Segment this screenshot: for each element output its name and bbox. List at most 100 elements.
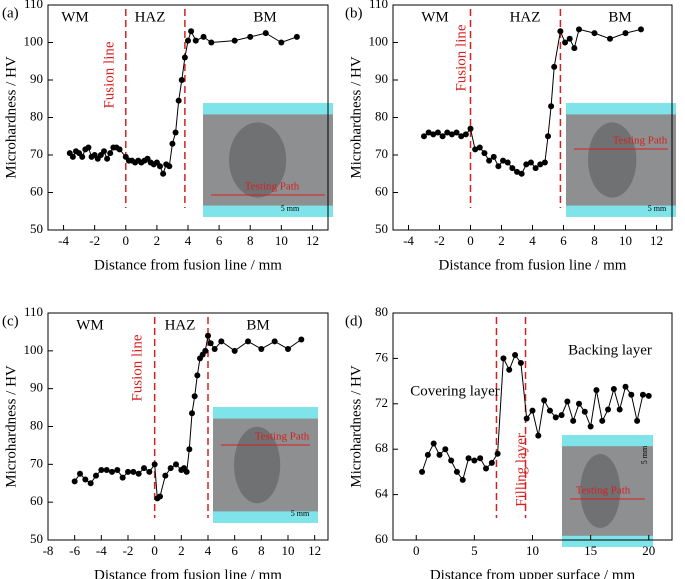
data-point — [185, 37, 191, 44]
x-tick-label: 8 — [247, 233, 254, 248]
data-point — [430, 440, 437, 447]
x-tick-label: -8 — [43, 543, 54, 558]
inset-weld — [580, 454, 621, 528]
data-point — [453, 468, 460, 475]
data-point — [135, 470, 142, 477]
data-point — [298, 336, 305, 343]
y-axis-label: Microhardness / HV — [348, 56, 364, 179]
data-point — [93, 472, 99, 479]
data-point — [183, 468, 190, 475]
data-point — [103, 467, 110, 474]
annotation: HAZ — [135, 9, 166, 25]
data-point — [523, 161, 530, 168]
data-point — [500, 157, 507, 164]
y-tick-label: 68 — [375, 440, 388, 455]
x-tick-label: 6 — [231, 543, 238, 558]
data-point — [192, 37, 199, 44]
annotation: Filling layer — [513, 433, 529, 507]
y-tick-label: 60 — [375, 183, 388, 198]
annotation: WM — [421, 9, 449, 25]
y-tick-label: 110 — [24, 0, 43, 11]
inset-scale: 5 mm — [281, 204, 300, 213]
y-axis-label: Microhardness / HV — [3, 56, 19, 179]
data-point — [439, 133, 446, 140]
y-tick-label: 72 — [375, 395, 388, 410]
y-tick-label: 110 — [369, 0, 388, 11]
data-point — [189, 410, 195, 417]
data-point — [202, 347, 209, 354]
data-point — [211, 345, 218, 352]
y-tick-label: 70 — [30, 455, 43, 470]
data-point — [167, 465, 174, 472]
y-tick-label: 60 — [30, 183, 43, 198]
y-tick-label: 50 — [30, 221, 43, 236]
x-tick-label: 2 — [178, 543, 185, 558]
data-point — [523, 415, 530, 422]
data-point — [448, 457, 455, 464]
data-point — [191, 393, 198, 400]
annotation: HAZ — [510, 9, 541, 25]
data-point — [481, 150, 488, 157]
x-axis-label: Distance from fusion line / mm — [439, 257, 627, 273]
inset-scale: 5 mm — [640, 445, 649, 464]
data-point — [71, 478, 78, 485]
data-point — [181, 54, 188, 61]
x-tick-label: 0 — [151, 543, 158, 558]
data-point — [512, 351, 519, 358]
data-point — [509, 165, 516, 172]
data-point — [564, 398, 571, 405]
inset-weld — [234, 426, 281, 504]
data-point — [157, 163, 163, 170]
x-tick-label: 0 — [123, 233, 130, 248]
inset-label: Testing Path — [255, 431, 310, 443]
data-point — [537, 161, 544, 168]
y-tick-label: 90 — [30, 380, 43, 395]
data-point — [504, 159, 511, 166]
data-point — [545, 133, 551, 140]
data-point — [166, 163, 173, 170]
data-point — [98, 467, 105, 474]
data-point — [205, 332, 211, 339]
data-point — [517, 359, 524, 366]
data-point — [459, 476, 466, 483]
data-point — [172, 129, 179, 136]
x-tick-label: 6 — [560, 233, 567, 248]
data-point — [82, 476, 89, 483]
x-tick-label: 10 — [282, 543, 295, 558]
data-point — [87, 480, 94, 487]
data-point — [639, 391, 646, 398]
data-point — [424, 451, 431, 458]
y-tick-label: 60 — [375, 531, 388, 546]
y-tick-label: 110 — [24, 304, 43, 319]
data-point — [208, 39, 215, 46]
data-point — [293, 33, 300, 40]
data-point — [160, 170, 167, 177]
data-point — [514, 168, 520, 175]
data-point — [551, 63, 558, 70]
data-point — [587, 423, 594, 430]
y-tick-label: 100 — [24, 33, 44, 48]
data-point — [186, 446, 193, 453]
data-point — [173, 461, 179, 468]
annotation: BM — [253, 9, 276, 25]
data-point — [566, 35, 573, 42]
data-point — [278, 39, 285, 46]
annotation: Backing layer — [568, 342, 652, 358]
data-point — [107, 150, 114, 157]
data-point — [591, 30, 598, 37]
data-point — [247, 33, 254, 40]
data-point — [458, 133, 465, 140]
inset-weld — [229, 122, 287, 198]
data-point — [552, 414, 559, 421]
y-tick-label: 80 — [375, 304, 388, 319]
x-tick-label: 2 — [154, 233, 161, 248]
data-point — [162, 472, 169, 479]
data-point — [546, 407, 553, 414]
inset-label: Testing Path — [245, 181, 300, 193]
y-tick-label: 80 — [30, 108, 43, 123]
panel-label: (d) — [345, 313, 363, 329]
data-point — [69, 153, 76, 160]
annotation: WM — [76, 317, 104, 333]
data-point — [548, 103, 555, 110]
